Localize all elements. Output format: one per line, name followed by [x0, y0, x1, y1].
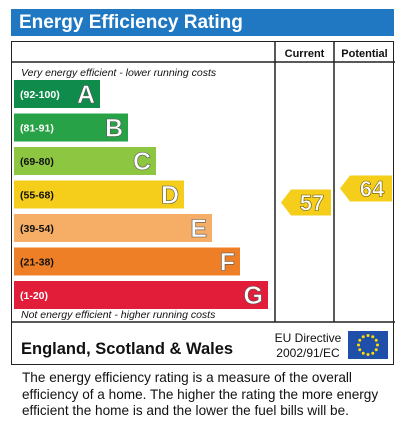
region-label: England, Scotland & Wales — [21, 340, 233, 358]
rating-bar-e — [14, 214, 212, 242]
rating-bar-b — [14, 113, 128, 142]
rating-range-g: (1-20) — [20, 290, 48, 302]
rating-bar-a — [14, 80, 100, 108]
current-rating-arrow — [281, 189, 331, 216]
eu-flag-star — [366, 334, 370, 337]
eu-flag-star — [374, 348, 378, 352]
eu-flag-star — [374, 338, 378, 342]
rating-bar-c — [14, 147, 156, 175]
eu-flag-star — [358, 338, 362, 342]
rating-bar-d — [14, 180, 184, 209]
directive-line-2: 2002/91/EC — [276, 346, 340, 360]
eu-flag-star — [361, 335, 365, 339]
bottom-note: Not energy efficient - higher running co… — [21, 309, 216, 321]
eu-flag-star — [371, 335, 375, 339]
eu-flag-star — [376, 343, 379, 347]
rating-range-a: (92-100) — [20, 89, 60, 101]
top-note: Very energy efficient - lower running co… — [21, 67, 217, 79]
column-header-current: Current — [285, 48, 325, 60]
eu-flag-star — [366, 353, 370, 356]
eu-flag-star — [357, 343, 360, 347]
rating-bar-f — [14, 247, 240, 276]
rating-letter-b: B — [105, 115, 123, 143]
rating-range-b: (81-91) — [20, 123, 54, 135]
rating-range-f: (21-38) — [20, 257, 54, 269]
energy-rating-chart: Current Potential Very energy efficient - … — [11, 41, 395, 365]
rating-letter-d: D — [161, 182, 179, 210]
potential-rating-value: 64 — [360, 177, 385, 202]
eu-flag-star — [371, 351, 375, 355]
rating-range-e: (39-54) — [20, 223, 54, 235]
potential-rating-arrow — [340, 175, 392, 202]
rating-letter-f: F — [220, 249, 235, 277]
directive-line-1: EU Directive — [275, 331, 342, 345]
rating-range-d: (55-68) — [20, 190, 54, 202]
page-title: Energy Efficiency Rating — [11, 9, 394, 36]
rating-range-c: (69-80) — [20, 156, 54, 168]
eu-flag-star — [358, 348, 362, 352]
rating-description: The energy efficiency rating is a measur… — [22, 370, 379, 418]
rating-letter-a: A — [77, 81, 95, 109]
column-header-potential: Potential — [341, 48, 387, 60]
rating-letter-c: C — [133, 148, 151, 176]
rating-letter-e: E — [190, 215, 207, 243]
current-rating-value: 57 — [300, 191, 324, 216]
eu-flag-star — [361, 351, 365, 355]
rating-letter-g: G — [244, 282, 263, 310]
rating-bar-g — [14, 281, 268, 309]
